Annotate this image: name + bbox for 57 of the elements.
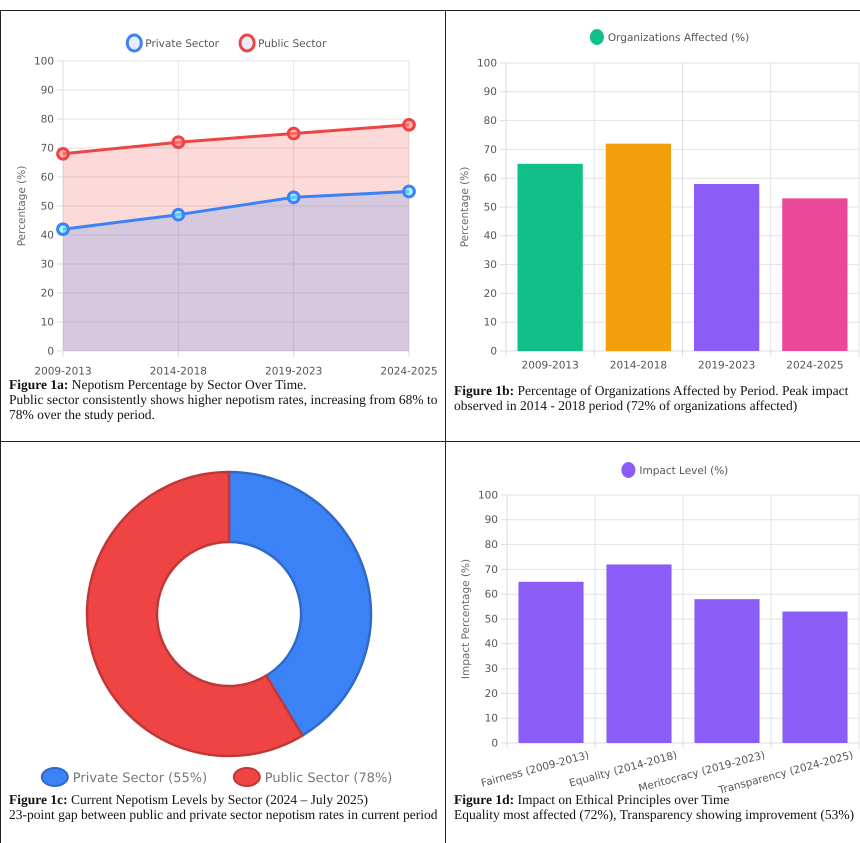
- y-tick-label: 70: [484, 564, 498, 576]
- legend-label: Private Sector (55%): [72, 771, 208, 786]
- y-tick-label: 90: [484, 514, 498, 526]
- x-tick-label: 2014-2018: [150, 366, 207, 378]
- y-tick-label: 20: [484, 288, 497, 300]
- y-tick-label: 20: [40, 287, 54, 300]
- y-tick-label: 80: [484, 538, 498, 551]
- y-tick-label: 50: [484, 201, 497, 214]
- x-tick-label: 2019-2023: [265, 366, 322, 378]
- legend-label: Organizations Affected (%): [608, 32, 750, 44]
- y-tick-label: 50: [40, 200, 54, 212]
- y-tick-label: 90: [484, 86, 497, 98]
- y-tick-label: 70: [484, 144, 497, 156]
- y-tick-label: 20: [484, 688, 498, 700]
- x-tick-label: 2009-2013: [522, 360, 579, 372]
- x-tick-label: 2009-2013: [34, 366, 92, 378]
- x-tick-label: 2024-2025: [786, 360, 844, 372]
- x-tick-label: 2014-2018: [610, 360, 667, 372]
- caption: Figure 1a: Nepotism Percentage by Sector Over Time.: [9, 377, 306, 392]
- y-tick-label: 40: [484, 638, 498, 650]
- y-tick-label: 10: [484, 316, 497, 329]
- y-axis-title: Impact Percentage (%): [460, 558, 472, 680]
- y-axis-title: Percentage (%): [459, 166, 471, 248]
- y-tick-label: 40: [484, 230, 497, 242]
- text: Public sector consistently shows higher nepotism rates, increasing from 68% to 78% over the study period.: [9, 392, 439, 422]
- y-tick-label: 10: [484, 712, 498, 725]
- y-tick-label: 100: [34, 55, 54, 68]
- y-tick-label: 100: [478, 489, 498, 502]
- legend-label: Impact Level (%): [639, 465, 728, 477]
- y-tick-label: 90: [40, 84, 54, 96]
- y-tick-label: 60: [40, 171, 54, 184]
- text: 23-point gap between public and private sector nepotism rates in current period: [9, 807, 438, 822]
- caption: Figure 1b: Percentage of Organizations Affected by Period. Peak impact observed in 2014 - 2018 period (72% of organizations affected): [454, 383, 848, 413]
- legend-label: Public Sector: [258, 38, 327, 50]
- y-tick-label: 80: [40, 113, 54, 126]
- y-tick-label: 40: [40, 229, 54, 242]
- text: Equality most affected (72%), Transparency showing improvement (53%): [454, 807, 856, 822]
- y-tick-label: 0: [47, 345, 54, 358]
- caption: Figure 1c: Current Nepotism Levels by Sector (2024 – July 2025): [9, 792, 368, 807]
- y-tick-label: 80: [484, 114, 497, 127]
- legend-label: Public Sector (78%): [264, 771, 392, 786]
- y-axis-title: Percentage (%): [16, 166, 28, 246]
- caption: Figure 1d: Impact on Ethical Principles over Time: [454, 792, 730, 807]
- x-tick-label: 2019-2023: [698, 360, 756, 372]
- y-tick-label: 0: [491, 737, 498, 750]
- y-tick-label: 30: [484, 258, 497, 271]
- y-tick-label: 70: [40, 142, 54, 154]
- y-tick-label: 30: [40, 258, 54, 270]
- y-tick-label: 0: [490, 345, 497, 358]
- legend-label: Private Sector: [145, 38, 220, 50]
- y-tick-label: 30: [484, 662, 498, 675]
- x-tick-label: 2024-2025: [380, 366, 438, 378]
- y-tick-label: 50: [484, 613, 498, 626]
- y-tick-label: 10: [40, 316, 54, 328]
- y-tick-label: 60: [484, 588, 498, 601]
- y-tick-label: 60: [484, 172, 497, 185]
- y-tick-label: 100: [476, 57, 497, 70]
